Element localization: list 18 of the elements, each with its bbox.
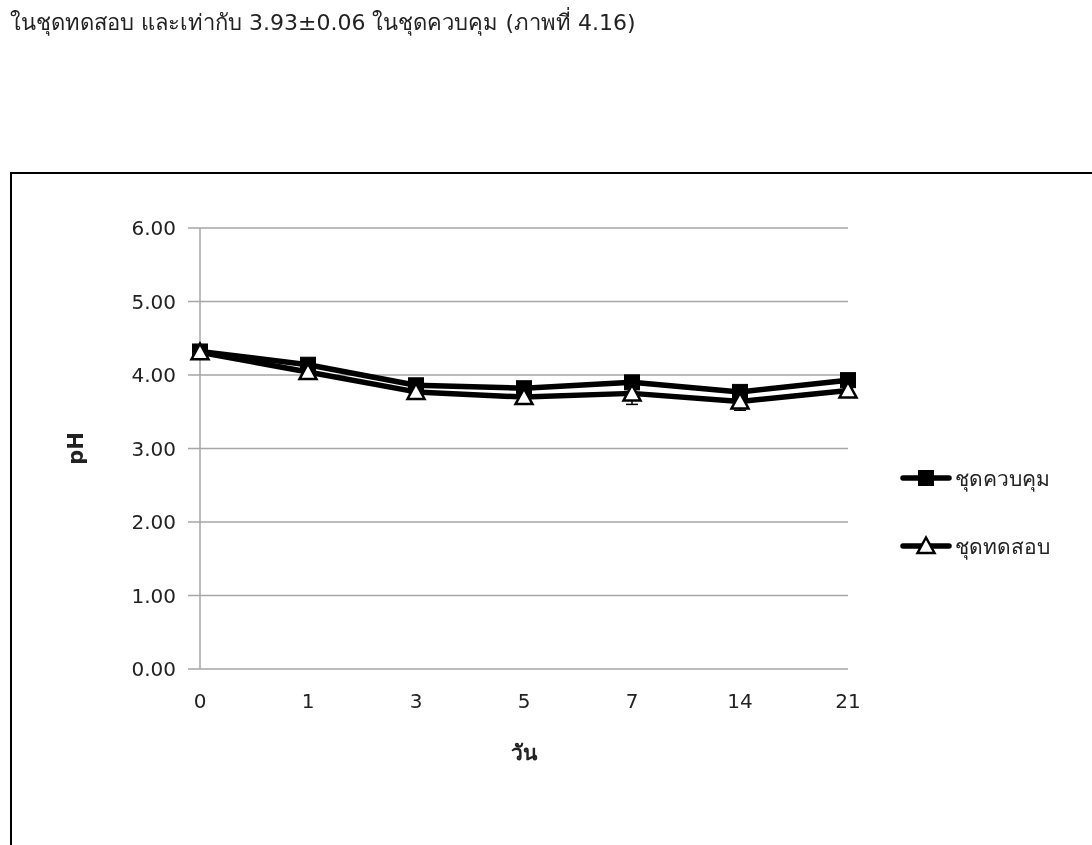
legend-label: ชุดควบคุม xyxy=(955,467,1050,492)
y-tick-label: 6.00 xyxy=(131,216,176,240)
x-tick-label: 14 xyxy=(727,689,753,713)
y-tick-label: 5.00 xyxy=(131,289,176,314)
legend-label: ชุดทดสอบ xyxy=(955,535,1050,560)
x-tick-label: 21 xyxy=(835,689,861,713)
x-tick-label: 7 xyxy=(625,689,639,713)
y-tick-label: 0.00 xyxy=(131,657,176,681)
y-tick-label: 1.00 xyxy=(131,583,176,608)
x-axis-title: วัน xyxy=(511,741,538,765)
x-tick-label: 0 xyxy=(193,689,207,713)
x-tick-label: 1 xyxy=(301,689,315,713)
y-axis-title: pH xyxy=(64,432,88,465)
y-tick-label: 4.00 xyxy=(131,363,176,387)
x-tick-label: 3 xyxy=(409,689,423,713)
y-tick-label: 2.00 xyxy=(131,510,176,534)
x-tick-label: 5 xyxy=(517,689,531,713)
y-tick-label: 3.00 xyxy=(131,436,176,461)
